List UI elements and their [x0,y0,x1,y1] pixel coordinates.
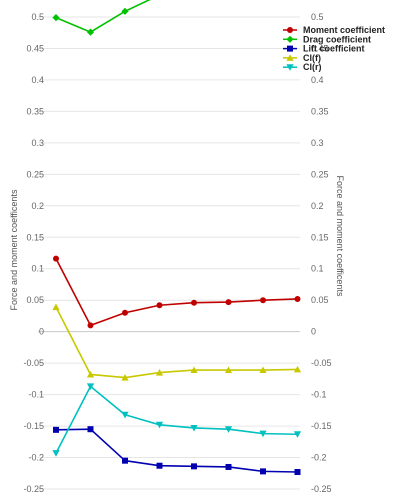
data-point-marker [191,463,197,470]
series-2 [53,426,301,476]
data-point-marker [293,431,302,438]
y-tick-label-left: 0.45 [26,43,44,53]
right-y-axis-title: Force and moment coefficents [335,176,345,297]
series-0 [53,255,301,329]
data-point-marker [155,421,164,429]
data-point-marker [156,462,163,469]
y-tick-label-right: 0.4 [311,75,324,85]
series-3 [52,303,302,381]
y-tick-label-left: 0.4 [31,75,44,85]
y-tick-label-left: 0.3 [31,138,44,148]
y-tick-label-right: 0.25 [311,169,329,179]
y-tick-label-right: 0.3 [311,138,324,148]
data-point-marker [155,368,164,376]
data-point-marker [225,299,232,306]
data-point-marker [52,303,60,311]
y-tick-label-left: 0.2 [31,201,44,211]
series-line [55,0,151,33]
data-point-marker [122,457,128,464]
data-point-marker [259,430,267,438]
legend-label: Moment coefficient [303,25,385,35]
y-tick-label-right: 0.1 [311,264,324,274]
legend-label: Drag coefficient [303,34,371,44]
data-point-marker [190,366,198,374]
series-group [52,0,302,476]
legend-label: Cl(f) [303,53,321,63]
legend-label: Cl(r) [303,62,322,72]
series-line [55,385,298,454]
data-point-marker [287,45,293,52]
data-point-marker [122,309,128,316]
series-1 [52,0,151,36]
data-point-marker [121,374,129,381]
data-point-marker [260,468,266,475]
grid-lines [38,16,300,490]
data-point-marker [287,27,293,33]
data-point-marker [86,370,95,378]
y-tick-label-right: -0.15 [311,421,332,431]
legend-label: Lift coefficient [303,44,365,54]
data-point-marker [294,295,301,302]
data-point-marker [156,302,163,309]
data-point-marker [260,297,266,304]
right-y-axis: 0.5 0.45 0.4 0.35 0.3 0.25 0.2 0.15 0.1 0.05 0 -0.0… [311,12,332,494]
y-tick-label-right: -0.1 [311,390,327,400]
data-point-marker [224,366,233,374]
data-point-marker [259,366,267,374]
left-y-axis-title: Force and moment coefficents [9,189,19,310]
data-point-marker [53,255,59,262]
y-tick-label-right: 0.45 [311,43,329,53]
y-tick-label-right: 0.15 [311,232,329,242]
y-tick-label-left: 0.25 [26,169,44,179]
y-tick-label-right: 0.2 [311,201,324,211]
y-tick-label-right: 0.35 [311,106,329,116]
data-point-marker [191,299,197,306]
data-point-marker [286,54,294,61]
data-point-marker [190,424,198,432]
data-point-marker [121,411,129,419]
y-tick-label-right: 0.5 [311,12,324,22]
series-line [55,428,298,473]
y-tick-label-left: 0.1 [31,264,44,274]
data-point-marker [293,365,302,373]
y-tick-label-left: 0.5 [31,12,44,22]
data-point-marker [294,469,301,476]
data-point-marker [87,426,94,433]
data-point-marker [286,64,294,71]
y-tick-label-right: -0.2 [311,453,327,463]
data-point-marker [86,383,95,391]
y-tick-label-left: 0.05 [26,295,44,305]
y-tick-label-right: 0 [311,327,316,337]
data-point-marker [52,450,60,457]
data-point-marker [225,463,232,470]
data-point-marker [53,426,59,433]
series-4 [52,383,302,457]
data-point-marker [286,35,294,43]
y-tick-label-left: -0.1 [28,390,44,400]
y-tick-label-right: 0.05 [311,295,329,305]
y-tick-label-left: 0.35 [26,106,44,116]
series-line [55,258,298,327]
y-tick-label-left: -0.2 [28,453,44,463]
data-point-marker [121,7,129,15]
y-tick-label-left: -0.25 [23,484,44,494]
y-tick-label-left: -0.05 [23,358,44,368]
y-tick-label-left: -0.15 [23,421,44,431]
data-point-marker [86,28,95,36]
left-y-axis: 0.5 0.45 0.4 0.35 0.3 0.25 0.2 0.15 0.1 0.05 0 -0.0… [23,12,44,494]
y-tick-label-right: -0.05 [311,358,332,368]
data-point-marker [87,322,94,329]
data-point-marker [224,426,233,433]
y-tick-label-left: 0 [39,327,44,337]
y-tick-label-right: -0.25 [311,484,332,494]
data-point-marker [52,14,60,22]
y-tick-label-left: 0.15 [26,232,44,242]
series-line [55,306,298,379]
